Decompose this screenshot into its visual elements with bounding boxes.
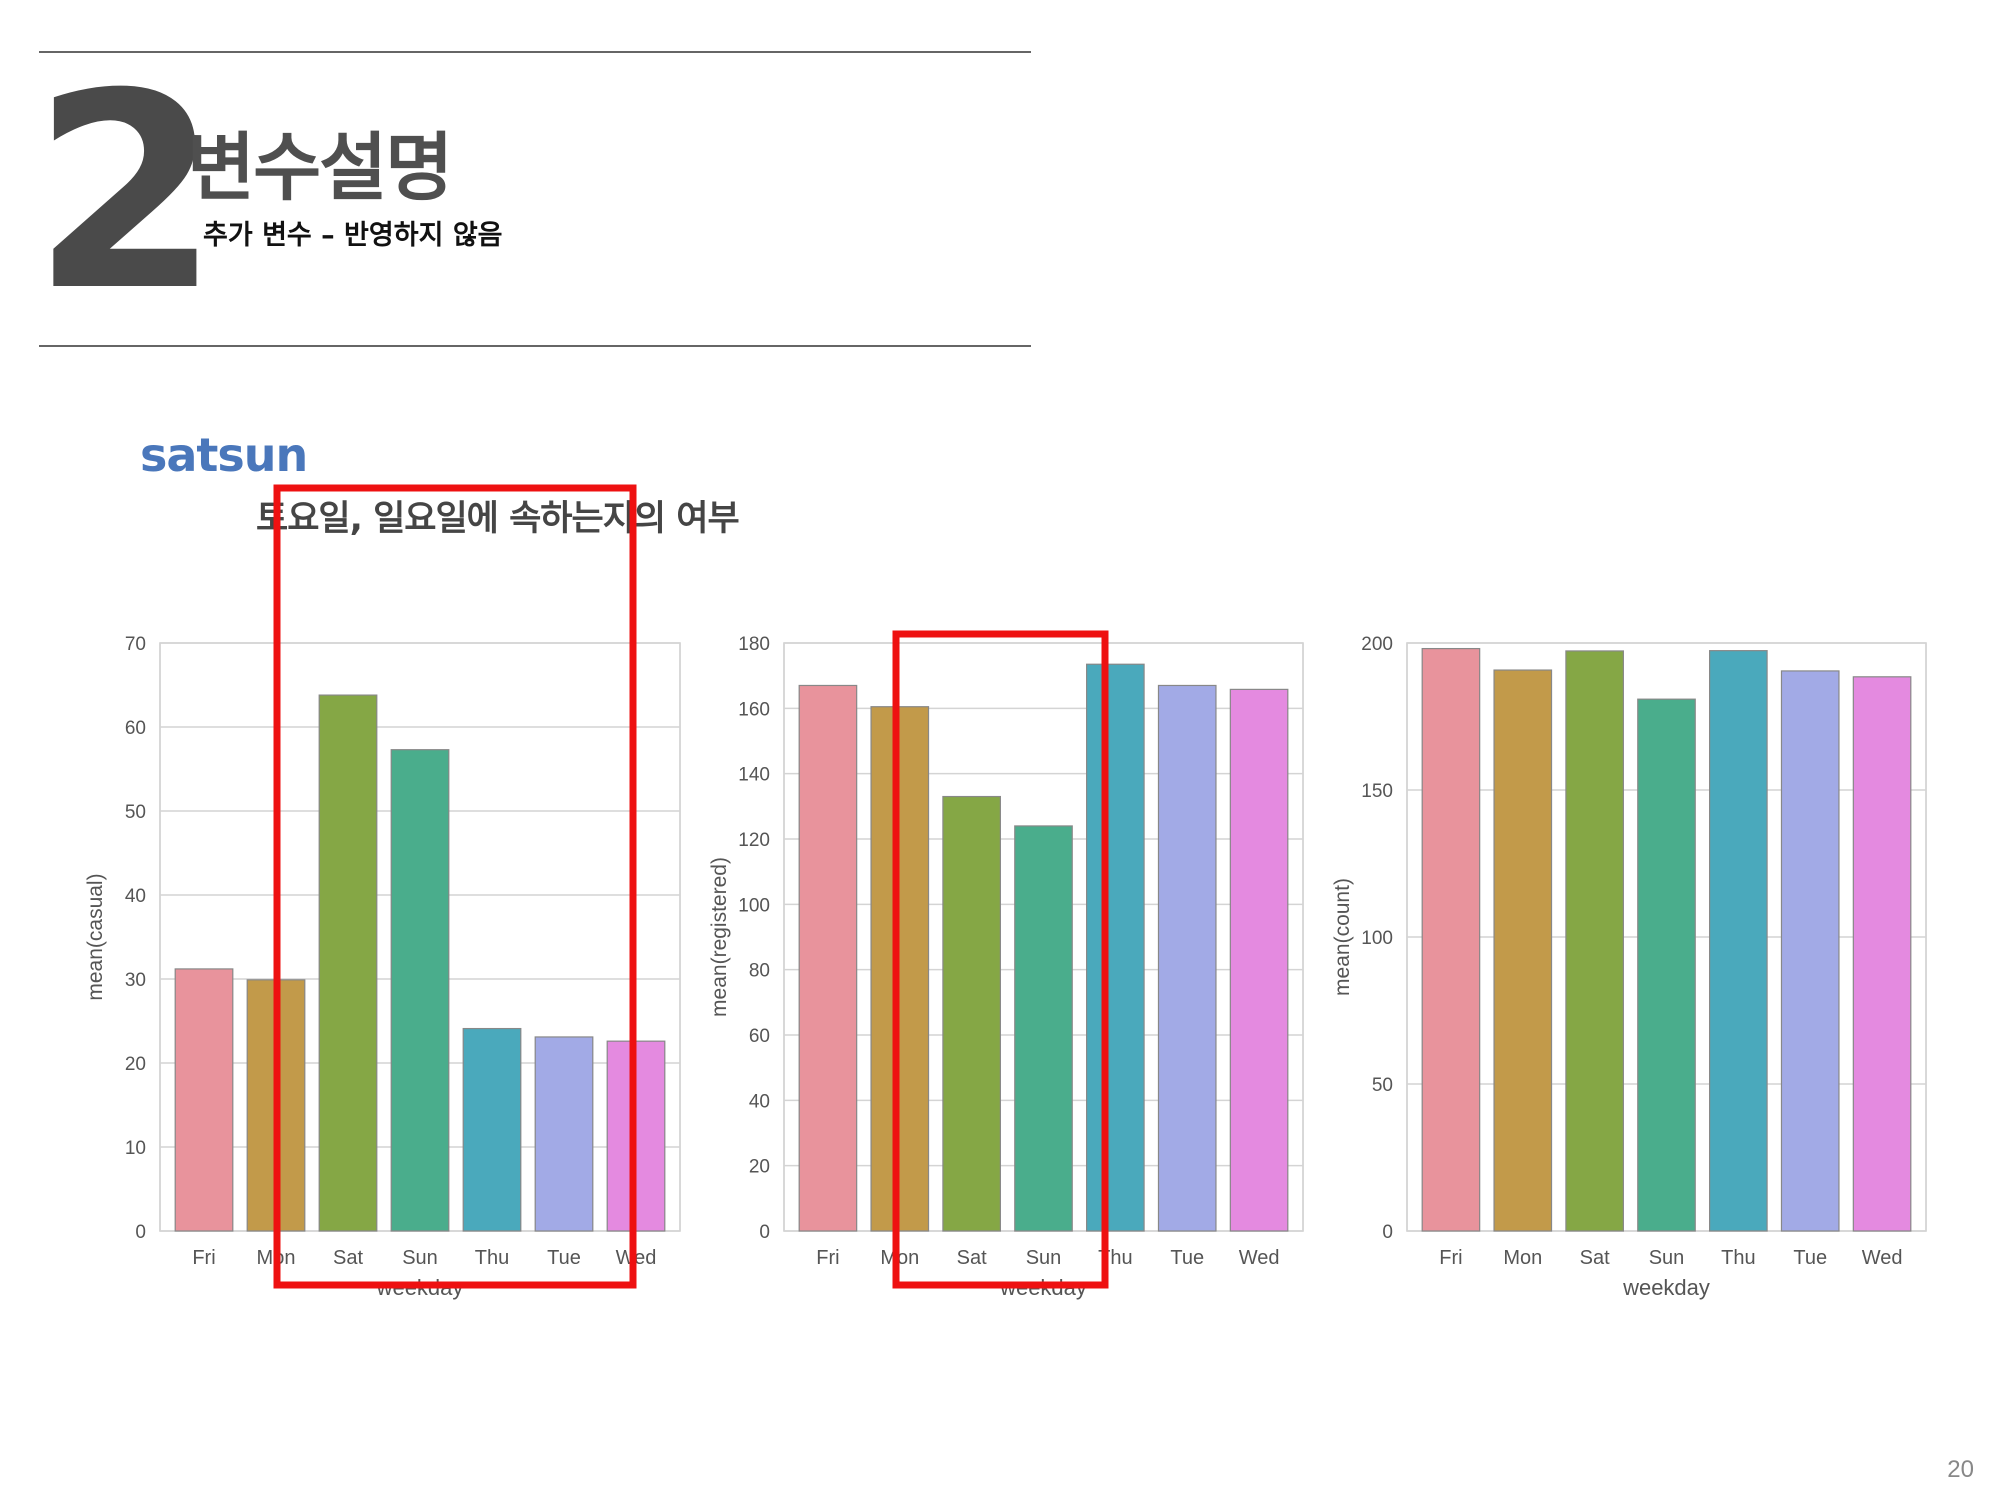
chart1-bar-thu (462, 1027, 522, 1232)
chart2-bar-sun (1014, 825, 1073, 1232)
chart3-bar-sun (1637, 698, 1696, 1232)
page-subtitle: 추가 변수 – 반영하지 않음 (203, 220, 503, 251)
chart2-ytick-label: 40 (749, 1091, 770, 1112)
section-number: 2 (32, 35, 220, 350)
chart2-bar-fri (798, 684, 858, 1232)
chart1-xtick-label: Sun (402, 1247, 438, 1269)
chart3-ylabel: mean(count) (1331, 878, 1354, 996)
chart3-xtick-label: Sat (1580, 1247, 1610, 1269)
chart2-xtick-label: Sat (957, 1247, 987, 1269)
chart2-xtick-label: Sun (1026, 1247, 1062, 1269)
bottom-divider (39, 345, 1031, 347)
chart2-ytick-label: 180 (738, 634, 770, 655)
chart3-bar-wed (1852, 676, 1912, 1232)
variable-name: satsun (140, 428, 308, 482)
chart2-bar-thu (1086, 663, 1145, 1232)
chart2-ytick-label: 100 (738, 895, 770, 916)
chart1-bar-tue (534, 1036, 594, 1232)
chart3-ytick-label: 100 (1361, 928, 1393, 949)
chart3-ytick-label: 50 (1372, 1075, 1393, 1096)
top-divider (39, 51, 1031, 53)
chart1-ylabel: mean(casual) (84, 873, 107, 1000)
chart3-bar-mon (1493, 669, 1553, 1232)
chart1-ytick-label: 0 (135, 1222, 146, 1243)
chart3-ytick-label: 0 (1382, 1222, 1393, 1243)
chart3-xtick-label: Fri (1439, 1247, 1462, 1269)
chart1-xtick-label: Fri (192, 1247, 215, 1269)
chart2-xtick-label: Mon (880, 1247, 919, 1269)
chart2-ytick-label: 120 (738, 830, 770, 851)
variable-description: 토요일, 일요일에 속하는지의 여부 (256, 499, 740, 539)
chart2-ytick-label: 60 (749, 1026, 770, 1047)
chart1-xtick-label: Tue (547, 1247, 581, 1269)
chart2-ytick-label: 20 (749, 1157, 770, 1178)
page-title: 변수설명 (187, 125, 453, 211)
chart1-ytick-label: 20 (125, 1054, 146, 1075)
chart1-ytick-label: 60 (125, 718, 146, 739)
chart3-xtick-label: Mon (1503, 1247, 1542, 1269)
chart1-ytick-label: 10 (125, 1138, 146, 1159)
chart1-xtick-label: Thu (475, 1247, 509, 1269)
chart2-xtick-label: Fri (816, 1247, 839, 1269)
chart3-ytick-label: 150 (1361, 781, 1393, 802)
chart3-bar-sat (1565, 650, 1624, 1232)
chart1-highlight-box (273, 484, 637, 1289)
chart2-bar-sat (942, 795, 1001, 1232)
chart2-xtick-label: Wed (1239, 1247, 1280, 1269)
chart2-highlight-box (892, 630, 1109, 1289)
page-number: 20 (1947, 1456, 1974, 1483)
chart1-bar-fri (174, 968, 234, 1232)
chart3-xtick-label: Tue (1793, 1247, 1827, 1269)
chart1-xtick-label: Sat (333, 1247, 363, 1269)
chart1-ytick-label: 40 (125, 886, 146, 907)
chart1-bar-sun (390, 749, 450, 1232)
chart2-ytick-label: 140 (738, 765, 770, 786)
chart1-bar-sat (318, 694, 378, 1232)
chart3-xtick-label: Sun (1649, 1247, 1685, 1269)
chart1-ytick-label: 30 (125, 970, 146, 991)
chart2-bar-mon (870, 706, 930, 1232)
chart2-ytick-label: 0 (759, 1222, 770, 1243)
chart3-bar-thu (1709, 650, 1768, 1232)
chart3-bar-tue (1780, 670, 1840, 1232)
chart2-ytick-label: 80 (749, 961, 770, 982)
chart2-ylabel: mean(registered) (708, 857, 731, 1017)
chart2-xtick-label: Tue (1170, 1247, 1204, 1269)
chart1-ytick-label: 70 (125, 634, 146, 655)
chart2-bar-wed (1229, 688, 1289, 1232)
chart2-bar-tue (1157, 684, 1217, 1232)
chart1-ytick-label: 50 (125, 802, 146, 823)
chart3-xtick-label: Wed (1862, 1247, 1903, 1269)
chart3-xtick-label: Thu (1721, 1247, 1755, 1269)
chart3-xlabel: weekday (1622, 1275, 1710, 1300)
chart3-bar-fri (1421, 647, 1481, 1232)
chart2-ytick-label: 160 (738, 699, 770, 720)
chart3-ytick-label: 200 (1361, 634, 1393, 655)
